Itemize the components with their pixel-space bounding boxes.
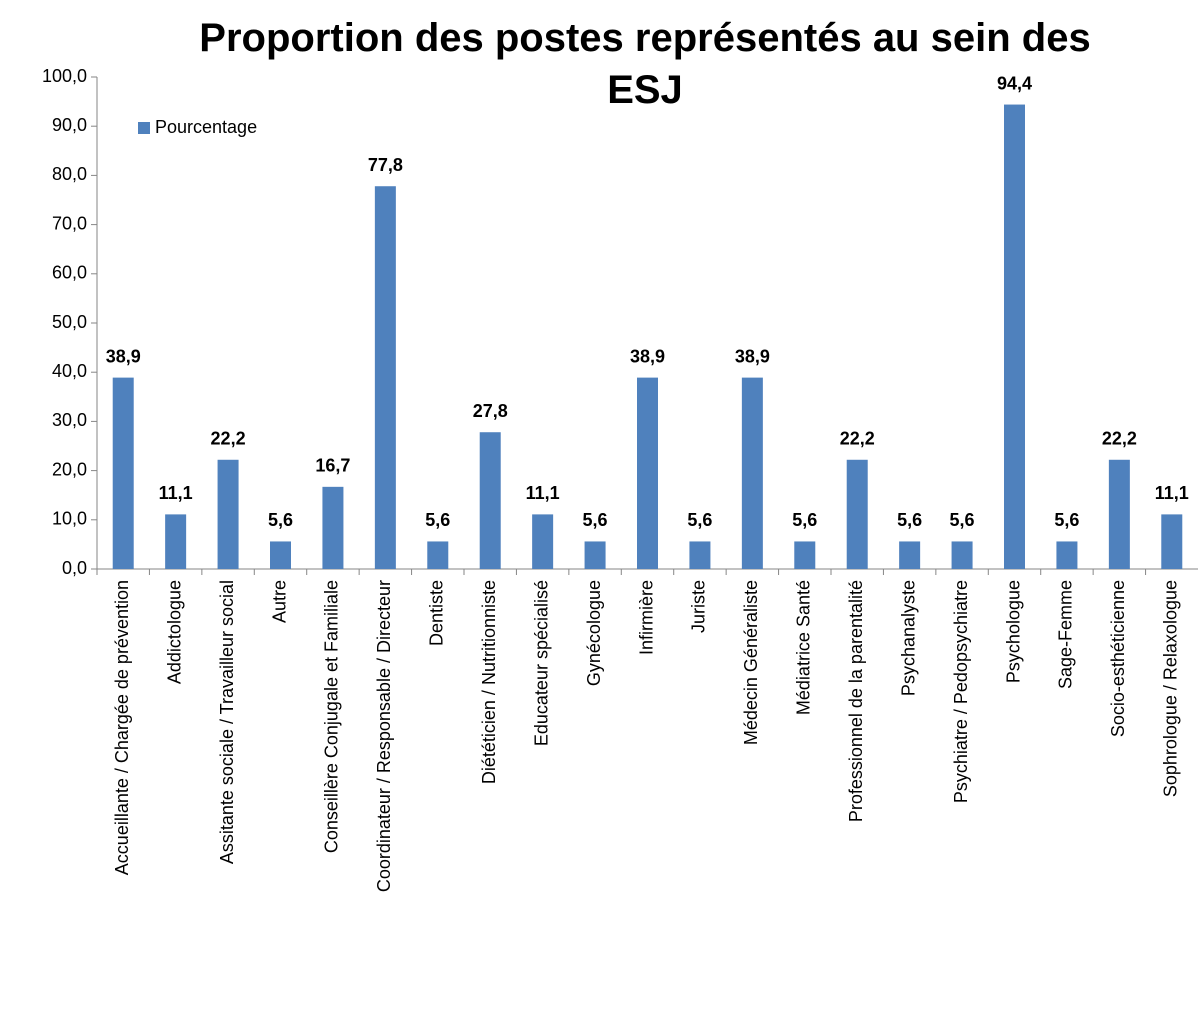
value-label: 11,1 — [526, 483, 560, 503]
value-label: 5,6 — [897, 510, 922, 530]
value-label: 5,6 — [1054, 510, 1079, 530]
chart-title: Proportion des postes représentés au sei… — [199, 16, 1091, 112]
bar — [532, 514, 554, 569]
value-label: 5,6 — [425, 510, 450, 530]
x-tick-label: Infirmière — [636, 580, 656, 655]
x-tick-label: Autre — [269, 580, 289, 623]
bar — [689, 541, 711, 569]
bar — [1056, 541, 1078, 569]
bar — [846, 459, 868, 569]
value-label: 38,9 — [106, 346, 141, 366]
x-tick-label: Socio-esthéticienne — [1108, 580, 1128, 737]
bar — [637, 377, 658, 569]
bar — [479, 432, 501, 569]
x-tick-label: Sage-Femme — [1056, 580, 1076, 689]
y-tick-label: 100,0 — [42, 66, 87, 86]
bar — [1161, 514, 1183, 569]
bar — [374, 186, 396, 569]
x-tick-label: Addictologue — [164, 580, 184, 684]
y-tick-label: 60,0 — [52, 263, 87, 283]
value-label: 11,1 — [1155, 483, 1189, 503]
x-tick-label: Psychiatre / Pedopsychiatre — [951, 580, 971, 803]
bar — [1004, 104, 1025, 569]
x-tick-label: Médecin Généraliste — [741, 580, 761, 745]
bar — [741, 377, 763, 569]
bar — [270, 541, 291, 569]
value-label: 5,6 — [268, 510, 293, 530]
value-label: 5,6 — [950, 510, 975, 530]
bar — [217, 459, 239, 569]
bar — [794, 541, 816, 569]
x-tick-label: Coordinateur / Responsable / Directeur — [374, 580, 394, 892]
x-tick-label: Juriste — [689, 580, 709, 633]
bar — [899, 541, 921, 569]
value-label: 11,1 — [159, 483, 193, 503]
x-tick-label: Psychanalyste — [898, 580, 918, 696]
value-label: 16,7 — [315, 456, 350, 476]
y-tick-label: 80,0 — [52, 164, 87, 184]
x-tick-label: Professionnel de la parentalité — [846, 580, 866, 822]
x-tick-label: Gynécologue — [584, 580, 604, 686]
value-label: 22,2 — [1102, 429, 1137, 449]
x-tick-label: Diététicien / Nutritionniste — [479, 580, 499, 784]
bar — [112, 377, 134, 569]
legend-label: Pourcentage — [155, 117, 257, 137]
bar — [1108, 459, 1130, 569]
bar — [584, 541, 606, 569]
value-label: 94,4 — [997, 73, 1032, 93]
legend-swatch — [138, 122, 150, 134]
x-tick-label: Médiatrice Santé — [794, 580, 814, 715]
value-label: 38,9 — [630, 346, 665, 366]
value-label: 5,6 — [792, 510, 817, 530]
y-tick-label: 20,0 — [52, 459, 87, 479]
bar — [322, 486, 344, 569]
x-tick-label: Dentiste — [427, 580, 447, 646]
x-tick-label: Conseillère Conjugale et Familiale — [322, 580, 342, 853]
y-tick-label: 90,0 — [52, 115, 87, 135]
x-tick-label: Educateur spécialisé — [531, 580, 551, 746]
x-tick-label: Accueillante / Chargée de prévention — [112, 580, 132, 875]
x-tick-label: Sophrologue / Relaxologue — [1161, 580, 1181, 797]
y-tick-label: 30,0 — [52, 410, 87, 430]
value-label: 22,2 — [840, 429, 875, 449]
y-tick-label: 40,0 — [52, 361, 87, 381]
y-tick-label: 50,0 — [52, 312, 87, 332]
value-label: 38,9 — [735, 346, 770, 366]
x-tick-label: Psychologue — [1003, 580, 1023, 683]
bar — [427, 541, 449, 569]
y-tick-label: 10,0 — [52, 509, 87, 529]
x-tick-label: Assitante sociale / Travailleur social — [217, 580, 237, 864]
y-tick-label: 0,0 — [62, 558, 87, 578]
value-label: 22,2 — [211, 429, 246, 449]
value-label: 77,8 — [368, 155, 403, 175]
value-label: 5,6 — [687, 510, 712, 530]
value-label: 5,6 — [583, 510, 608, 530]
y-tick-label: 70,0 — [52, 213, 87, 233]
bar — [951, 541, 973, 569]
value-label: 27,8 — [473, 401, 508, 421]
bar — [165, 514, 187, 569]
